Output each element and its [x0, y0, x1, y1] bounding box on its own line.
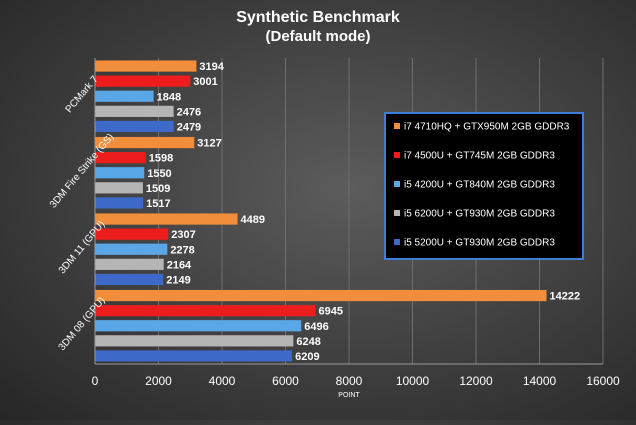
x-tick-label: 0 [92, 374, 99, 388]
x-axis-label: POINT [338, 392, 360, 399]
bar [95, 136, 195, 149]
data-label: 6209 [295, 351, 319, 363]
data-label: 2149 [166, 274, 190, 286]
bar [95, 197, 144, 209]
legend-entry: i7 4500U + GT745M 2GB GDDR3 [404, 151, 555, 162]
data-label: 6248 [296, 336, 320, 348]
x-tick-label: 8000 [336, 374, 363, 388]
legend-entry: i7 4710HQ + GTX950M 2GB GDDR3 [404, 122, 570, 133]
legend-swatch [394, 152, 400, 158]
data-label: 3001 [193, 76, 217, 88]
data-label: 2164 [167, 259, 192, 271]
data-label: 2479 [177, 121, 201, 133]
bar [95, 273, 164, 286]
x-tick-label: 14000 [523, 374, 557, 388]
data-label: 3127 [197, 138, 221, 150]
data-label: 4489 [241, 214, 265, 226]
bar [95, 305, 316, 317]
bar [95, 152, 146, 164]
data-label: 1517 [146, 198, 170, 210]
bar [95, 60, 197, 72]
legend-entry: i5 6200U + GT930M 2GB GDDR3 [404, 209, 555, 220]
legend-swatch [394, 123, 400, 129]
bar [95, 320, 302, 332]
data-label: 14222 [550, 291, 581, 303]
bar [95, 120, 174, 133]
bar [95, 90, 154, 102]
data-label: 2307 [171, 229, 195, 241]
bar [95, 182, 143, 194]
legend-swatch [394, 210, 400, 216]
bar [95, 105, 174, 117]
data-label: 3194 [199, 61, 224, 73]
data-label: 6945 [319, 306, 343, 318]
bar [95, 258, 164, 270]
data-label: 1848 [157, 91, 181, 103]
data-label: 1550 [147, 168, 171, 180]
legend-swatch [394, 181, 400, 187]
bars: 3194 3001 1848 2476 2479 3127 1598 1550 1509 1517… [95, 60, 580, 363]
data-label: 1598 [149, 153, 173, 165]
bar [95, 335, 294, 347]
x-tick-label: 12000 [459, 374, 493, 388]
data-label: 2476 [177, 106, 201, 118]
legend: i7 4710HQ + GTX950M 2GB GDDR3 i7 4500U + … [384, 112, 584, 260]
x-tick-label: 4000 [209, 374, 236, 388]
chart-title: Synthetic Benchmark [236, 9, 400, 26]
bar [95, 350, 293, 362]
x-tick-label: 16000 [586, 374, 620, 388]
legend-entry: i5 4200U + GT840M 2GB GDDR3 [404, 180, 555, 191]
bar [95, 243, 168, 255]
data-label: 2278 [170, 244, 194, 256]
x-tick-label: 2000 [145, 374, 172, 388]
chart-subtitle: (Default mode) [266, 28, 371, 45]
bar [95, 167, 145, 179]
bar [95, 213, 238, 225]
legend-swatch [394, 239, 400, 245]
x-tick-label: 10000 [396, 374, 430, 388]
bar [95, 228, 169, 240]
data-label: 6496 [304, 321, 328, 333]
legend-box [384, 112, 584, 260]
bar [95, 289, 547, 302]
x-tick-label: 6000 [272, 374, 299, 388]
legend-entry: i5 5200U + GT930M 2GB GDDR3 [404, 238, 555, 249]
bar [95, 75, 191, 87]
data-label: 1509 [146, 183, 170, 195]
